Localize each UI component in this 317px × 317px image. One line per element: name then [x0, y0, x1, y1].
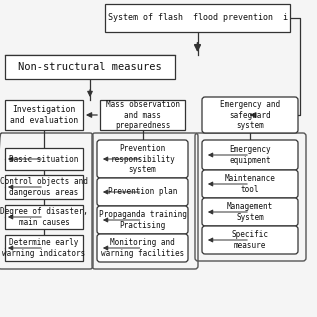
FancyBboxPatch shape: [202, 226, 298, 254]
FancyBboxPatch shape: [202, 140, 298, 170]
FancyBboxPatch shape: [5, 100, 83, 130]
FancyBboxPatch shape: [105, 4, 290, 32]
FancyBboxPatch shape: [97, 234, 188, 262]
FancyBboxPatch shape: [97, 178, 188, 206]
FancyBboxPatch shape: [5, 175, 83, 199]
FancyBboxPatch shape: [97, 140, 188, 178]
FancyBboxPatch shape: [5, 55, 175, 79]
Text: Propaganda training
Practising: Propaganda training Practising: [99, 210, 186, 230]
FancyBboxPatch shape: [5, 235, 83, 261]
FancyBboxPatch shape: [5, 205, 83, 229]
FancyBboxPatch shape: [97, 206, 188, 234]
Text: Specific
measure: Specific measure: [231, 230, 268, 250]
FancyBboxPatch shape: [100, 100, 185, 130]
Text: Control objects and
dangerous areas: Control objects and dangerous areas: [0, 177, 88, 197]
Text: Management
System: Management System: [227, 202, 273, 222]
Text: System of flash  flood prevention  i: System of flash flood prevention i: [107, 14, 288, 23]
Text: Degree of disaster,
main causes: Degree of disaster, main causes: [0, 207, 88, 227]
Text: Prevention plan: Prevention plan: [108, 187, 177, 197]
Text: Determine early
warning indicators: Determine early warning indicators: [2, 238, 86, 258]
Text: Basic situation: Basic situation: [9, 154, 79, 164]
Text: Prevention
responsibility
system: Prevention responsibility system: [110, 144, 175, 174]
FancyBboxPatch shape: [202, 170, 298, 198]
Text: Monitoring and
warning facilities: Monitoring and warning facilities: [101, 238, 184, 258]
FancyBboxPatch shape: [5, 148, 83, 170]
Text: Emergency and
safeguard
system: Emergency and safeguard system: [220, 100, 280, 130]
Text: Non-structural measures: Non-structural measures: [18, 62, 162, 72]
FancyBboxPatch shape: [202, 97, 298, 133]
Text: Mass observation
and mass
preparedness: Mass observation and mass preparedness: [106, 100, 179, 130]
Text: Maintenance
tool: Maintenance tool: [224, 174, 275, 194]
Text: Emergency
equipment: Emergency equipment: [229, 145, 271, 165]
FancyBboxPatch shape: [202, 198, 298, 226]
Text: Investigation
and evaluation: Investigation and evaluation: [10, 105, 78, 125]
